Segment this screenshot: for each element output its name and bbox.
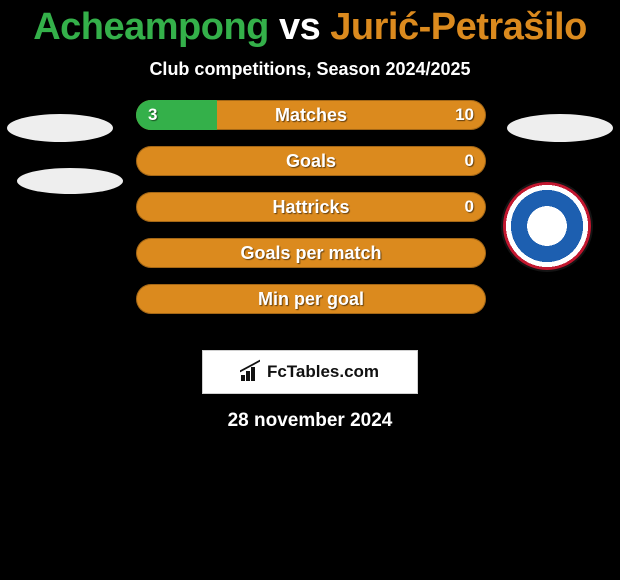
stat-bar-right-value: 0	[465, 192, 474, 222]
stat-bar-label: Min per goal	[136, 284, 486, 314]
page-title: Acheampong vs Jurić-Petrašilo	[0, 0, 620, 49]
title-player2: Jurić-Petrašilo	[330, 6, 587, 48]
stat-bar-label: Hattricks	[136, 192, 486, 222]
brand-box: FcTables.com	[202, 350, 418, 394]
stat-bar-left-seg	[136, 100, 217, 130]
stat-bar: Min per goal	[136, 284, 486, 314]
date-label: 28 november 2024	[0, 410, 620, 432]
stat-bars: Matches310Goals0Hattricks0Goals per matc…	[136, 100, 486, 314]
stat-bar-right-value: 0	[465, 146, 474, 176]
left-avatar-placeholder-2	[17, 168, 123, 194]
stat-bar: Goals0	[136, 146, 486, 176]
brand-text: FcTables.com	[267, 362, 379, 382]
title-player1: Acheampong	[33, 6, 269, 48]
brand-suffix: Tables.com	[287, 362, 379, 381]
title-vs: vs	[279, 6, 320, 48]
right-club-badge	[503, 182, 591, 270]
stat-bar: Goals per match	[136, 238, 486, 268]
brand-prefix: Fc	[267, 362, 287, 381]
right-avatar-placeholder-1	[507, 114, 613, 142]
subtitle: Club competitions, Season 2024/2025	[0, 59, 620, 80]
stat-bar-label: Goals per match	[136, 238, 486, 268]
stat-bar-right-value: 10	[455, 100, 474, 130]
left-avatar-placeholder-1	[7, 114, 113, 142]
stat-bar: Matches310	[136, 100, 486, 130]
bar-chart-icon	[241, 363, 263, 381]
stat-bar-label: Goals	[136, 146, 486, 176]
stat-bar: Hattricks0	[136, 192, 486, 222]
